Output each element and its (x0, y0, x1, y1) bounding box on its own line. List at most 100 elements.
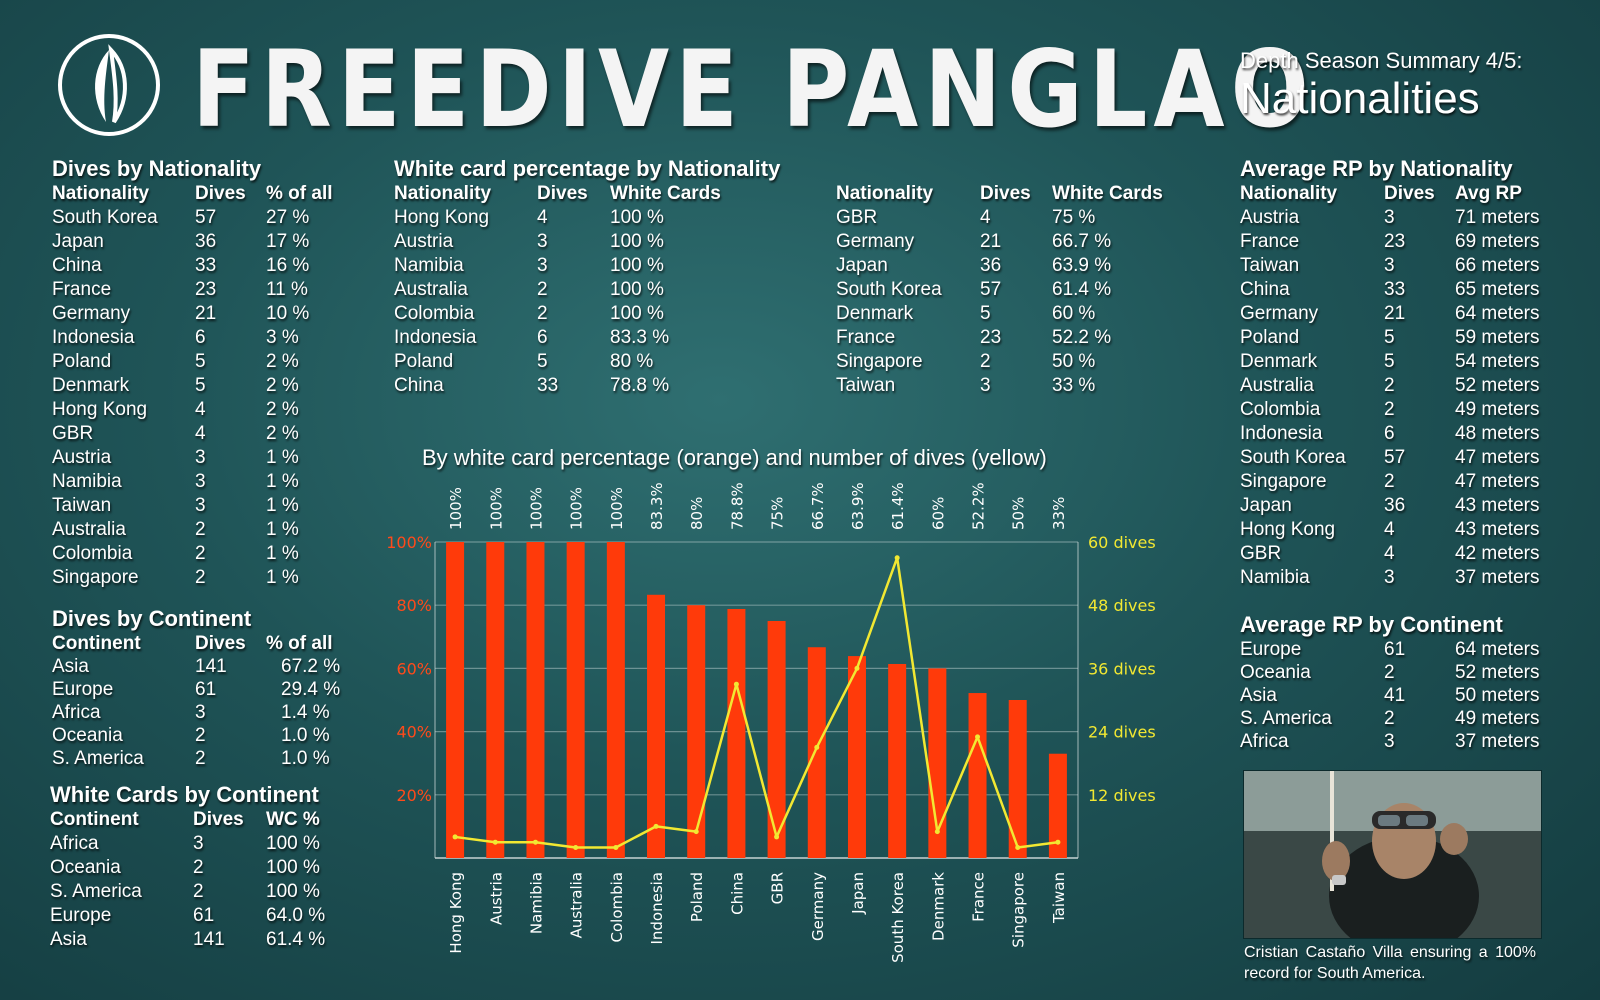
right-axis-tick-label: 60 dives (1088, 533, 1156, 552)
column-header: Dives (195, 183, 246, 204)
column-header: Nationality (394, 183, 492, 204)
table-cell: 2 (195, 748, 206, 769)
bar-value-label: 100% (608, 487, 626, 530)
table-cell: 3 (193, 833, 204, 854)
dives-point (452, 834, 458, 840)
table-row: Germany 21 64 meters (1240, 302, 1560, 326)
table-cell: Colombia (1240, 399, 1321, 420)
category-label: China (728, 872, 746, 915)
table-body: South Korea 57 27 % Japan 36 17 % China 33 16 % F… (52, 206, 352, 590)
category-label: Hong Kong (447, 872, 465, 954)
table-cell: 23 (195, 279, 217, 300)
table-cell: 3 (1384, 567, 1395, 588)
column-header: Nationality (1240, 183, 1338, 204)
bar-value-label: 75% (769, 497, 787, 530)
table-cell: 5 (1384, 327, 1395, 348)
left-axis-tick-label: 80% (396, 596, 432, 615)
table-cell: 4 (195, 423, 206, 444)
table-row: Poland 5 2 % (52, 350, 352, 374)
bar (888, 663, 907, 858)
table-row: Austria 3 1 % (52, 446, 352, 470)
dives-by-continent-table: Dives by Continent Continent Dives % of … (52, 606, 352, 770)
table-cell: 3 (195, 702, 206, 723)
table-header: Nationality Dives Avg RP (1240, 182, 1560, 206)
table-cell: 61 (193, 905, 215, 926)
category-label: Namibia (527, 872, 545, 934)
table-cell: Europe (52, 679, 114, 700)
chart-title: By white card percentage (orange) and nu… (422, 445, 1047, 470)
bar (446, 542, 465, 858)
column-header: % of all (266, 633, 333, 654)
table-cell: Germany (52, 303, 131, 324)
table-cell: 2 (1384, 662, 1395, 683)
chart-bars (446, 542, 1067, 858)
table-cell: 42 meters (1455, 543, 1540, 564)
table-cell: 36 (1384, 495, 1406, 516)
table-row: Colombia 2 1 % (52, 542, 352, 566)
column-header: Dives (537, 183, 588, 204)
table-cell: 33 (1384, 279, 1406, 300)
column-header: Avg RP (1455, 183, 1522, 204)
bar (647, 594, 666, 858)
dives-by-nationality-table: Dives by Nationality Nationality Dives %… (52, 156, 352, 590)
column-header: White Cards (610, 183, 721, 204)
table-row: Japan 36 17 % (52, 230, 352, 254)
table-cell: Austria (394, 231, 454, 252)
category-label: Poland (688, 872, 706, 922)
column-header: Nationality (836, 183, 934, 204)
table-cell: Australia (394, 279, 468, 300)
table-cell: 75 % (1052, 207, 1096, 228)
table-cell: 37 meters (1455, 731, 1540, 752)
bar-value-label: 100% (447, 487, 465, 530)
table-row: Namibia 3 1 % (52, 470, 352, 494)
category-label: Taiwan (1050, 872, 1068, 924)
table-cell: 66 meters (1455, 255, 1540, 276)
right-axis-tick-label: 12 dives (1088, 786, 1156, 805)
table-cell: Taiwan (836, 375, 896, 396)
bar-value-label: 61.4% (889, 482, 907, 530)
table-cell: 3 (195, 495, 206, 516)
column-header: WC % (266, 809, 320, 830)
table-cell: 1 % (266, 471, 299, 492)
column-header: Dives (980, 183, 1031, 204)
category-label: Germany (809, 872, 827, 941)
table-cell: 2 (195, 519, 206, 540)
table-cell: 69 meters (1455, 231, 1540, 252)
table-cell: Asia (52, 656, 89, 677)
table-cell: 5 (195, 351, 206, 372)
table-cell: Colombia (394, 303, 475, 324)
table-cell: 100 % (610, 207, 664, 228)
table-cell: 1.4 % (281, 702, 330, 723)
table-cell: France (1240, 231, 1300, 252)
table-cell: China (52, 255, 102, 276)
table-row: Hong Kong 4 43 meters (1240, 518, 1560, 542)
category-label: Indonesia (648, 872, 666, 945)
table-cell: Africa (1240, 731, 1289, 752)
column-header: Continent (50, 809, 139, 830)
table-row: Africa 3 37 meters (1240, 730, 1560, 753)
section-title: White Cards by Continent (50, 782, 319, 807)
table-cell: 100 % (610, 303, 664, 324)
table-cell: 43 meters (1455, 495, 1540, 516)
white-card-percentage-table: White card percentage by Nationality Nat… (394, 156, 1174, 396)
table-cell: 2 (195, 543, 206, 564)
table-row: Denmark 5 60 % (836, 302, 1176, 326)
table-cell: 1 % (266, 495, 299, 516)
dives-point (573, 844, 579, 850)
table-cell: Hong Kong (52, 399, 148, 420)
table-cell: 5 (537, 351, 548, 372)
table-cell: 3 (195, 471, 206, 492)
table-row: Taiwan 3 33 % (836, 374, 1176, 398)
table-cell: 33 (195, 255, 217, 276)
table-cell: 4 (195, 399, 206, 420)
column-header: Continent (52, 633, 141, 654)
table-cell: Oceania (1240, 662, 1311, 683)
table-row: France 23 52.2 % (836, 326, 1176, 350)
table-cell: Colombia (52, 543, 133, 564)
category-label: Japan (849, 872, 867, 915)
table-cell: Indonesia (1240, 423, 1323, 444)
table-cell: 65 meters (1455, 279, 1540, 300)
table-cell: 3 (1384, 731, 1395, 752)
summary-subtitle: Depth Season Summary 4/5: (1240, 48, 1523, 73)
table-cell: Indonesia (394, 327, 477, 348)
